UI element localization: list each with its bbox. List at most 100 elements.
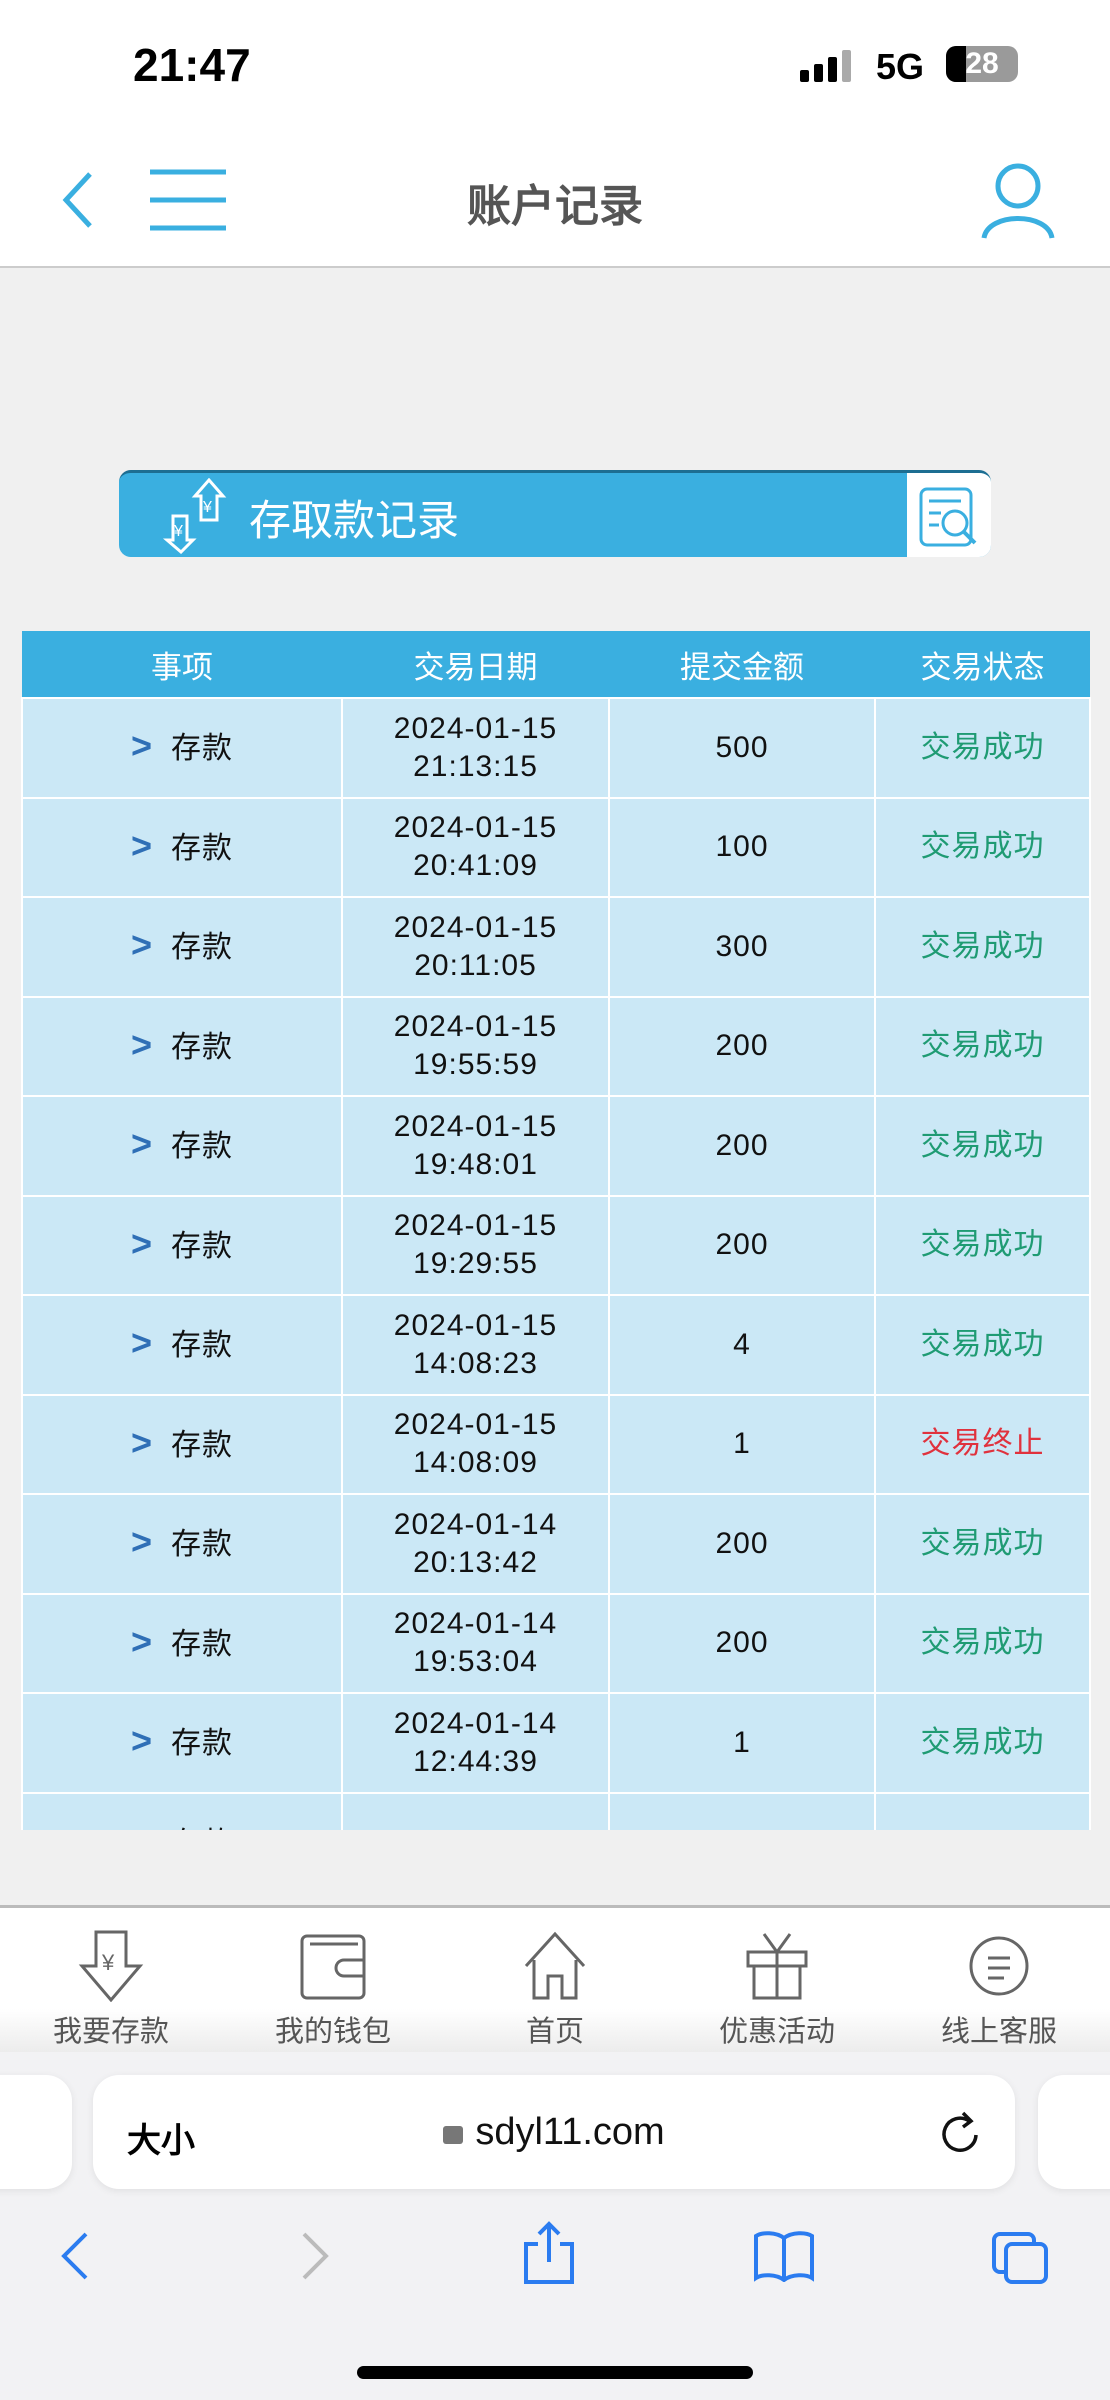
item-cell[interactable]: > 存款	[21, 1194, 343, 1296]
item-cell[interactable]: > 存款	[21, 1592, 343, 1694]
browser-back-icon[interactable]	[58, 2230, 92, 2282]
chevron-right-icon: >	[130, 1222, 154, 1264]
nav-deposit[interactable]: ¥ 我要存款	[0, 1908, 222, 2052]
item-cell[interactable]: > 存款	[21, 1692, 343, 1794]
bookmarks-icon[interactable]	[752, 2230, 816, 2282]
table-row[interactable]: > 存款 2024-01-14 12:44:39 1 交易成功	[21, 1692, 1091, 1794]
col-header-item: 事项	[22, 631, 342, 698]
prev-tab-pill[interactable]	[0, 2075, 72, 2189]
item-label: 存款	[171, 1827, 233, 1830]
time-text: 19:53:04	[413, 1645, 538, 1679]
chevron-right-icon: >	[130, 1421, 154, 1463]
amount-cell: 100	[608, 796, 876, 898]
search-records-button[interactable]	[907, 473, 991, 557]
nav-label: 优惠活动	[718, 2016, 835, 2048]
item-cell[interactable]: > 存款	[21, 697, 343, 799]
date-text: 2024-01-15	[393, 711, 558, 745]
exchange-yuan-icon: ¥¥	[162, 478, 227, 554]
table-row[interactable]: > 存款 2024-01-15 20:41:09 100 交易成功	[21, 796, 1091, 898]
records-banner: ¥ ¥ 存取款记录	[119, 470, 991, 557]
nav-label: 线上客服	[940, 2016, 1057, 2048]
share-icon[interactable]	[522, 2220, 576, 2286]
amount-cell: 4	[608, 1294, 876, 1396]
table-row[interactable]: > 存款 2024-01-15 19:55:59 200 交易成功	[21, 995, 1091, 1097]
table-row[interactable]: > 存款 2024-01-15 19:29:55 200 交易成功	[21, 1194, 1091, 1296]
chevron-right-icon: >	[130, 1620, 154, 1662]
next-tab-pill[interactable]	[1038, 2075, 1110, 2189]
date-text: 2024-01-15	[393, 1408, 558, 1442]
status-cell: 交易成功	[874, 1692, 1091, 1794]
nav-support[interactable]: 线上客服	[888, 1908, 1110, 2052]
text-size-button[interactable]: 大小	[127, 2122, 195, 2160]
address-bar[interactable]: 大小 sdyl11.com	[93, 2075, 1015, 2189]
table-row[interactable]: > 存款 2024-01-15 14:08:23 4 交易成功	[21, 1294, 1091, 1396]
time-text: 20:13:42	[413, 1545, 538, 1579]
item-cell[interactable]: > 存款	[21, 1294, 343, 1396]
time-text: 19:48:01	[413, 1147, 538, 1181]
nav-promotions[interactable]: 优惠活动	[666, 1908, 888, 2052]
browser-forward-icon[interactable]	[298, 2230, 332, 2282]
item-label: 存款	[171, 1627, 234, 1661]
amount-cell: 1	[608, 1393, 876, 1495]
item-cell[interactable]: > 存款	[21, 1493, 343, 1595]
item-cell[interactable]: > 存款	[21, 995, 343, 1097]
nav-label: 我的钱包	[274, 2016, 391, 2048]
amount-cell: 200	[608, 1194, 876, 1296]
status-time: 21:47	[133, 39, 251, 91]
table-row[interactable]: > 存款 2024-01-15 21:13:15 500 交易成功	[21, 697, 1091, 799]
date-cell: 2024-01-15 14:08:23	[341, 1294, 610, 1396]
app-header: 账户记录	[0, 130, 1110, 268]
date-text: 2024-01-15	[393, 1109, 558, 1143]
amount-cell: 1	[608, 1692, 876, 1794]
item-label: 存款	[171, 1130, 234, 1164]
item-cell[interactable]: > 存款	[21, 1095, 343, 1197]
date-cell: 2024-01-15 14:08:09	[341, 1393, 610, 1495]
amount-cell: 200	[608, 995, 876, 1097]
status-cell: 交易成功	[874, 1294, 1091, 1396]
date-text: 2024-01-14	[393, 1507, 558, 1541]
reload-icon[interactable]	[939, 2111, 981, 2155]
item-cell[interactable]: > 存款	[21, 1791, 343, 1830]
chevron-right-icon: >	[130, 1123, 154, 1165]
table-row[interactable]: > 存款 2024-01-14 19:53:04 200 交易成功	[21, 1592, 1091, 1694]
date-cell: 2024-01-14 20:13:42	[341, 1493, 610, 1595]
item-cell[interactable]: > 存款	[21, 1393, 343, 1495]
table-row[interactable]: > 存款 2024-01-15 14:08:09 1 交易终止	[21, 1393, 1091, 1495]
status-cell: 交易成功	[874, 796, 1091, 898]
status-cell: 交易成功	[874, 1592, 1091, 1694]
status-cell: 交易终止	[874, 1393, 1091, 1495]
amount-cell: 200	[608, 1493, 876, 1595]
item-label: 存款	[171, 1329, 234, 1363]
chevron-right-icon: >	[130, 924, 154, 966]
back-icon[interactable]	[58, 170, 98, 230]
menu-icon[interactable]	[150, 168, 226, 232]
chevron-right-icon: >	[130, 1023, 154, 1065]
table-row[interactable]: > 存款 2024-01-14 20:13:42 200 交易成功	[21, 1493, 1091, 1595]
table-row[interactable]: > 存款 2024-01-15 20:11:05 300 交易成功	[21, 896, 1091, 998]
nav-wallet[interactable]: 我的钱包	[222, 1908, 444, 2052]
time-text: 14:08:23	[413, 1346, 538, 1380]
date-text: 2024-01-15	[393, 1010, 558, 1044]
home-indicator	[357, 2366, 753, 2379]
nav-label: 首页	[525, 2016, 584, 2048]
amount-cell: 300	[608, 896, 876, 998]
nav-home[interactable]: 首页	[444, 1908, 666, 2052]
table-row[interactable]: > 存款 2024-01-14	[21, 1791, 1091, 1830]
item-cell[interactable]: > 存款	[21, 796, 343, 898]
item-cell[interactable]: > 存款	[21, 896, 343, 998]
browser-chrome: 大小 sdyl11.com	[0, 2052, 1110, 2400]
table-row[interactable]: > 存款 2024-01-15 19:48:01 200 交易成功	[21, 1095, 1091, 1197]
status-cell: 交易成功	[874, 1095, 1091, 1197]
records-table-viewport[interactable]: 事项 交易日期 提交金额 交易状态 > 存款 2024-01-15 21:13:15…	[0, 0, 1110, 1830]
amount-cell: 200	[608, 1095, 876, 1197]
item-label: 存款	[171, 831, 234, 865]
network-label: 5G	[876, 46, 925, 87]
chevron-right-icon: >	[130, 1322, 154, 1364]
time-text: 21:13:15	[413, 749, 538, 783]
tabs-icon[interactable]	[990, 2230, 1050, 2286]
item-label: 存款	[171, 1727, 234, 1761]
amount-cell: 200	[608, 1592, 876, 1694]
user-icon[interactable]	[980, 160, 1056, 240]
chevron-right-icon: >	[130, 1521, 154, 1563]
status-cell: 交易成功	[874, 896, 1091, 998]
